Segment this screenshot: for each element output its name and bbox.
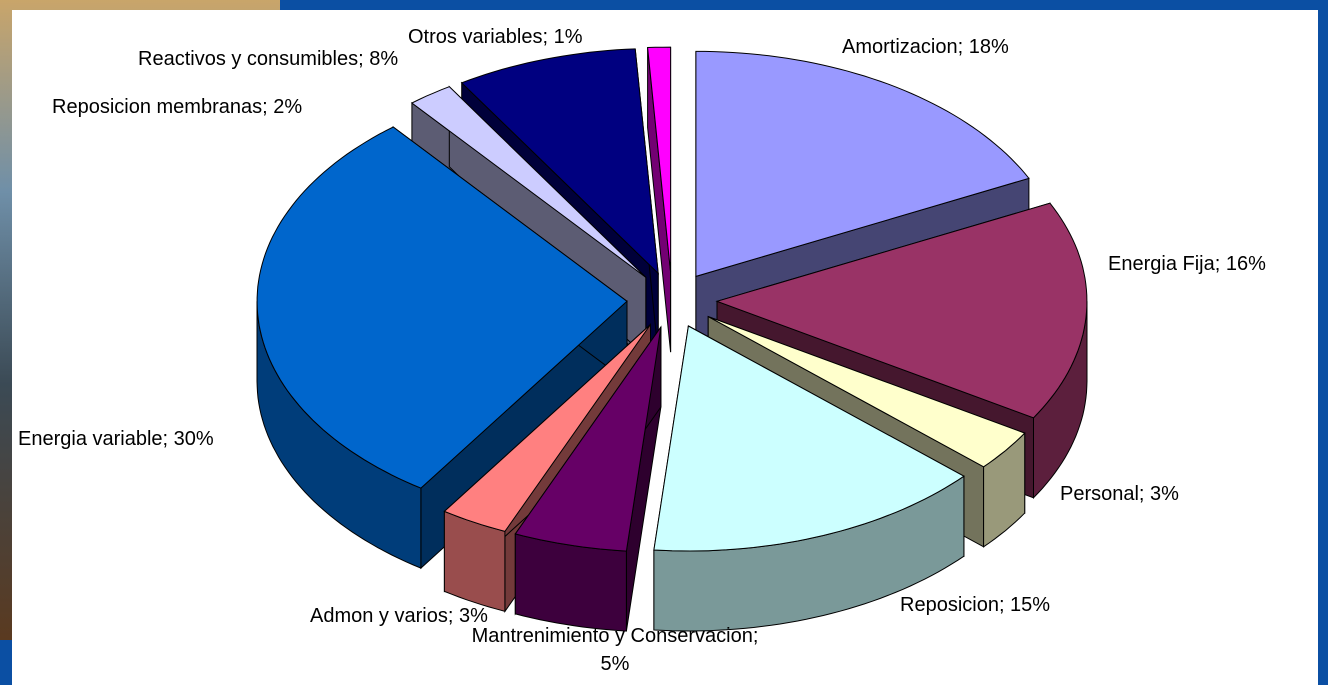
slice <box>715 202 1088 419</box>
slice <box>514 326 662 552</box>
data-label: Mantrenimiento y Conservacion; 5% <box>472 625 759 675</box>
pie <box>256 46 1088 632</box>
slice <box>443 324 651 532</box>
slice <box>653 325 965 552</box>
data-label: Otros variables; 1% <box>408 26 583 48</box>
slice <box>707 316 1026 468</box>
data-label: Reactivos y consumibles; 8% <box>138 48 398 70</box>
data-label: Amortizacion; 18% <box>842 36 1009 58</box>
slice <box>460 48 659 275</box>
slice <box>695 50 1030 278</box>
data-label: Personal; 3% <box>1060 483 1179 505</box>
slice <box>256 126 628 489</box>
data-label: Admon y varios; 3% <box>310 605 488 627</box>
data-label: Reposicion; 15% <box>900 594 1050 616</box>
data-label: Reposicion membranas; 2% <box>52 96 302 118</box>
slice <box>647 46 672 273</box>
labels: Amortizacion; 18% Energia Fija; 16% Person… <box>18 26 1266 675</box>
data-label: Energia Fija; 16% <box>1108 253 1266 275</box>
slice <box>410 86 647 278</box>
data-label: Energia variable; 30% <box>18 428 214 450</box>
